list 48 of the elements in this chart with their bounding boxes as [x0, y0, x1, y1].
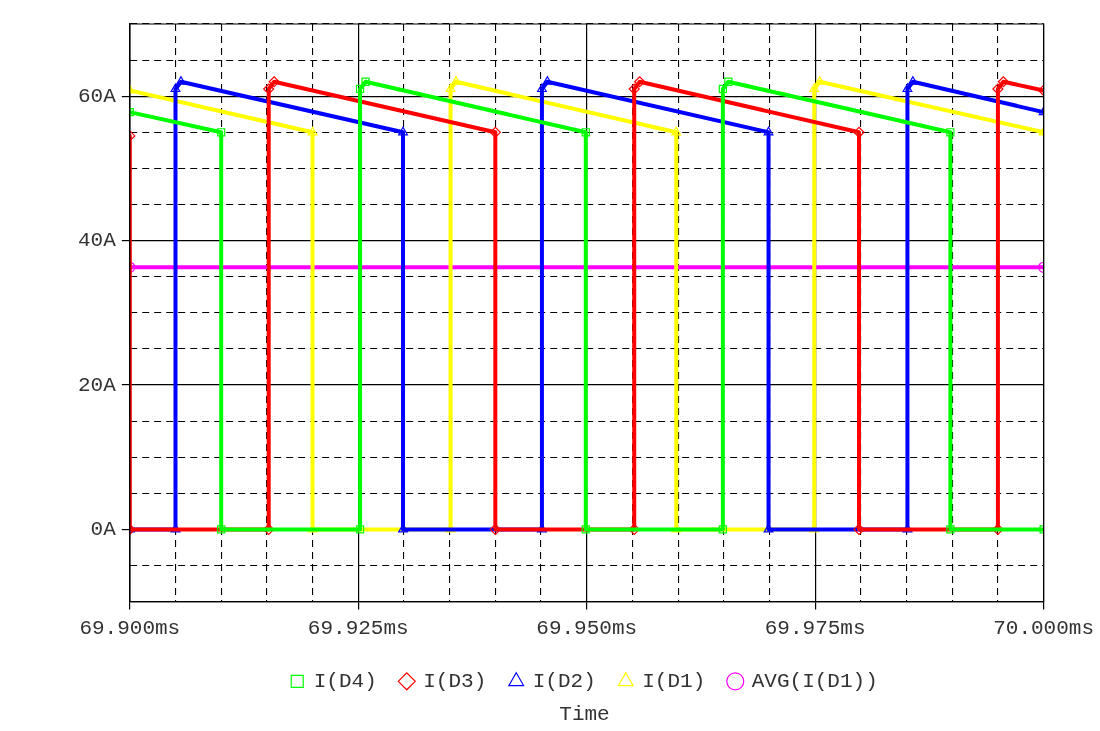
point	[992, 83, 1004, 95]
point	[634, 76, 646, 88]
legend-label: I(D2)	[532, 669, 596, 693]
point	[176, 76, 186, 85]
point	[907, 76, 918, 85]
point	[581, 128, 590, 137]
y-tick-label: 60A	[77, 84, 117, 108]
point	[809, 83, 820, 93]
y-tick-label: 0A	[90, 517, 117, 541]
x-axis-title: Time	[559, 702, 610, 726]
point	[997, 76, 1009, 88]
legend-label: I(D4)	[313, 669, 377, 693]
y-tick-label: 20A	[77, 373, 117, 397]
point	[718, 525, 727, 534]
legend-label: I(D1)	[642, 669, 706, 693]
point	[536, 83, 547, 93]
point	[718, 84, 727, 94]
point	[355, 84, 365, 94]
point	[217, 525, 226, 534]
point	[542, 76, 553, 85]
point	[946, 128, 955, 137]
point	[946, 525, 955, 534]
point	[581, 525, 590, 534]
legend-label: AVG(I(D1))	[751, 669, 878, 693]
point	[170, 83, 181, 93]
point	[217, 128, 226, 137]
point	[814, 76, 825, 85]
x-tick-label: 69.975ms	[764, 616, 866, 640]
point	[361, 77, 370, 86]
point	[263, 83, 275, 95]
point	[628, 83, 640, 95]
y-tick-label: 40A	[77, 229, 117, 253]
x-tick-label: 69.925ms	[307, 616, 409, 640]
x-tick-label: 70.000ms	[993, 616, 1095, 640]
point	[307, 126, 318, 136]
point	[268, 76, 280, 88]
x-tick-label: 69.950ms	[536, 616, 638, 640]
point	[671, 126, 682, 136]
point	[451, 76, 461, 85]
point	[902, 83, 913, 93]
legend-label: I(D3)	[423, 669, 487, 693]
point	[489, 126, 501, 138]
point	[724, 77, 733, 86]
point	[445, 83, 456, 93]
x-tick-label: 69.900ms	[79, 616, 181, 640]
point	[355, 525, 365, 534]
point	[398, 126, 408, 136]
point	[763, 126, 774, 136]
